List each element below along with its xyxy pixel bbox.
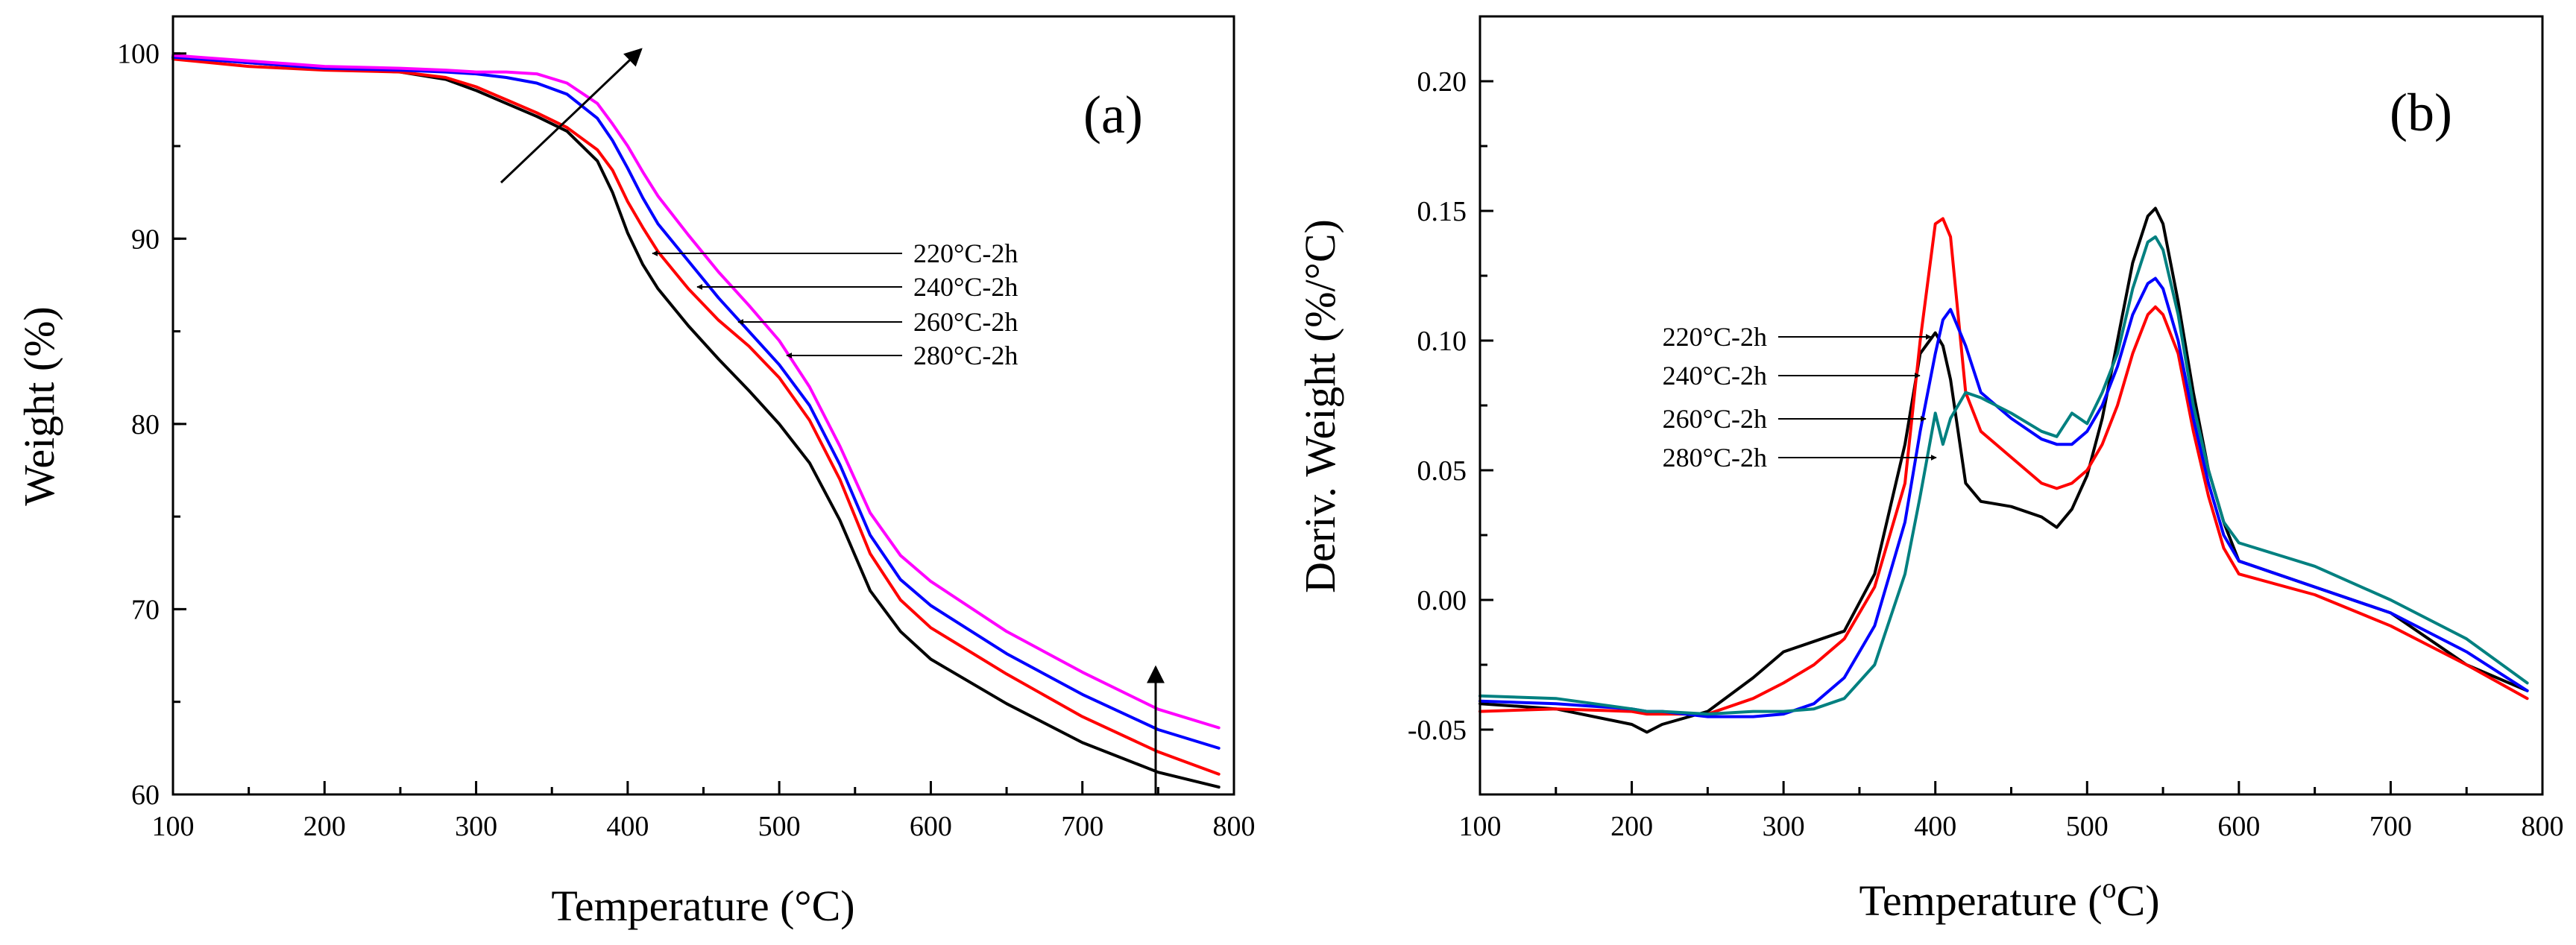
panel-a-trend-arrow-diagonal <box>500 48 643 184</box>
panel-b-frame <box>1478 15 2544 796</box>
panel-a-y-tick-label: 90 <box>131 224 160 255</box>
panel-a-series-line-3 <box>171 54 1221 730</box>
panel-b-series <box>1478 206 2529 734</box>
panel-b-annotation-240: 240°C-2h <box>1663 361 1767 391</box>
panel-a-y-tick-label: 100 <box>117 39 160 70</box>
panel-a-annotation-220: 220°C-2h <box>913 238 1018 268</box>
panel-a-x-tick-label: 800 <box>1213 811 1256 842</box>
panel-a-axis-titles: Temperature (°C) Weight (%) <box>15 306 855 930</box>
panel-a-x-tick-label: 200 <box>303 811 346 842</box>
panel-a-y-tick-label: 80 <box>131 409 160 440</box>
panel-b-series-line-3 <box>1478 235 2529 716</box>
panel-a-y-axis-title: Weight (%) <box>15 306 63 506</box>
panel-a-frame <box>171 15 1235 796</box>
panel-b-x-axis-title-superscript: o <box>2103 873 2117 904</box>
panel-a-x-tick-label: 600 <box>910 811 952 842</box>
panel-a-x-tick-label: 500 <box>758 811 801 842</box>
panel-a-plot: 100 200 300 400 500 600 700 800 60 70 80 90 100 <box>117 15 1256 842</box>
panel-b-annotation-220: 220°C-2h <box>1663 322 1767 352</box>
panel-b-x-axis-title: Temperature (oC) <box>1859 873 2159 925</box>
panel-a-annotation-260: 260°C-2h <box>913 307 1018 337</box>
panel-b-y-tick-label: 0.05 <box>1417 455 1467 487</box>
panel-a-annotations: 220°C-2h 240°C-2h 260°C-2h 280°C-2h <box>500 48 1165 794</box>
panel-b-x-tick-label: 700 <box>2369 811 2412 842</box>
panel-b-series-line-0 <box>1478 206 2529 734</box>
panel-a-label: (a) <box>1083 85 1143 145</box>
panel-b-series-line-1 <box>1478 217 2529 716</box>
panel-b-x-tick-label: 800 <box>2522 811 2564 842</box>
panel-b-y-tick-label: 0.10 <box>1417 326 1467 357</box>
panel-a-ticks: 100 200 300 400 500 600 700 800 60 70 80 90 100 <box>117 39 1256 842</box>
panel-b-annotations: 220°C-2h 240°C-2h 260°C-2h 280°C-2h <box>1663 322 1937 472</box>
panel-b-y-tick-label: 0.15 <box>1417 196 1467 227</box>
panel-a-annotation-240: 240°C-2h <box>913 272 1018 302</box>
panel-a-x-axis-title: Temperature (°C) <box>551 882 854 930</box>
panel-b-x-tick-label: 600 <box>2217 811 2260 842</box>
panel-b-axis-titles: Temperature (oC) Deriv. Weight (%/°C) <box>1296 219 2160 925</box>
panel-b-plot: 100 200 300 400 500 600 700 800 -0.05 0.00 0.05 0.1… <box>1408 15 2564 842</box>
panel-a-y-tick-label: 70 <box>131 594 160 625</box>
panel-b-x-tick-label: 100 <box>1459 811 1502 842</box>
panel-b-y-tick-label: 0.00 <box>1417 585 1467 616</box>
panel-b-annotation-280: 280°C-2h <box>1663 443 1767 472</box>
panel-a-series-line-2 <box>171 55 1221 750</box>
panel-a-y-tick-label: 60 <box>131 780 160 811</box>
panel-b-label: (b) <box>2390 83 2452 142</box>
panel-a-x-tick-label: 400 <box>606 811 649 842</box>
panel-a-series <box>171 54 1221 789</box>
panel-a-x-tick-label: 700 <box>1061 811 1103 842</box>
panel-b-x-axis-title-end: C) <box>2117 876 2160 925</box>
panel-a-series-line-0 <box>171 55 1221 789</box>
panel-a-series-line-1 <box>171 57 1221 776</box>
panel-b-x-tick-label: 300 <box>1763 811 1805 842</box>
panel-a-annotation-280: 280°C-2h <box>913 341 1018 370</box>
panel-a-x-tick-label: 300 <box>455 811 497 842</box>
panel-b-y-axis-title: Deriv. Weight (%/°C) <box>1296 219 1344 593</box>
panel-b-ticks: 100 200 300 400 500 600 700 800 -0.05 0.00 0.05 0.1… <box>1408 15 2564 842</box>
panel-b-x-tick-label: 200 <box>1610 811 1653 842</box>
panel-b-x-axis-title-main: Temperature ( <box>1859 876 2102 925</box>
panel-b-series-line-2 <box>1478 276 2529 718</box>
panel-a-x-tick-label: 100 <box>152 811 195 842</box>
panel-b-x-tick-label: 500 <box>2066 811 2109 842</box>
panel-b-y-tick-label: -0.05 <box>1408 715 1467 746</box>
panel-b-annotation-260: 260°C-2h <box>1663 404 1767 434</box>
panel-b: 100 200 300 400 500 600 700 800 -0.05 0.00 0.05 0.1… <box>1296 15 2564 925</box>
panel-b-x-tick-label: 400 <box>1914 811 1956 842</box>
panel-b-y-tick-label: 0.20 <box>1417 66 1467 98</box>
